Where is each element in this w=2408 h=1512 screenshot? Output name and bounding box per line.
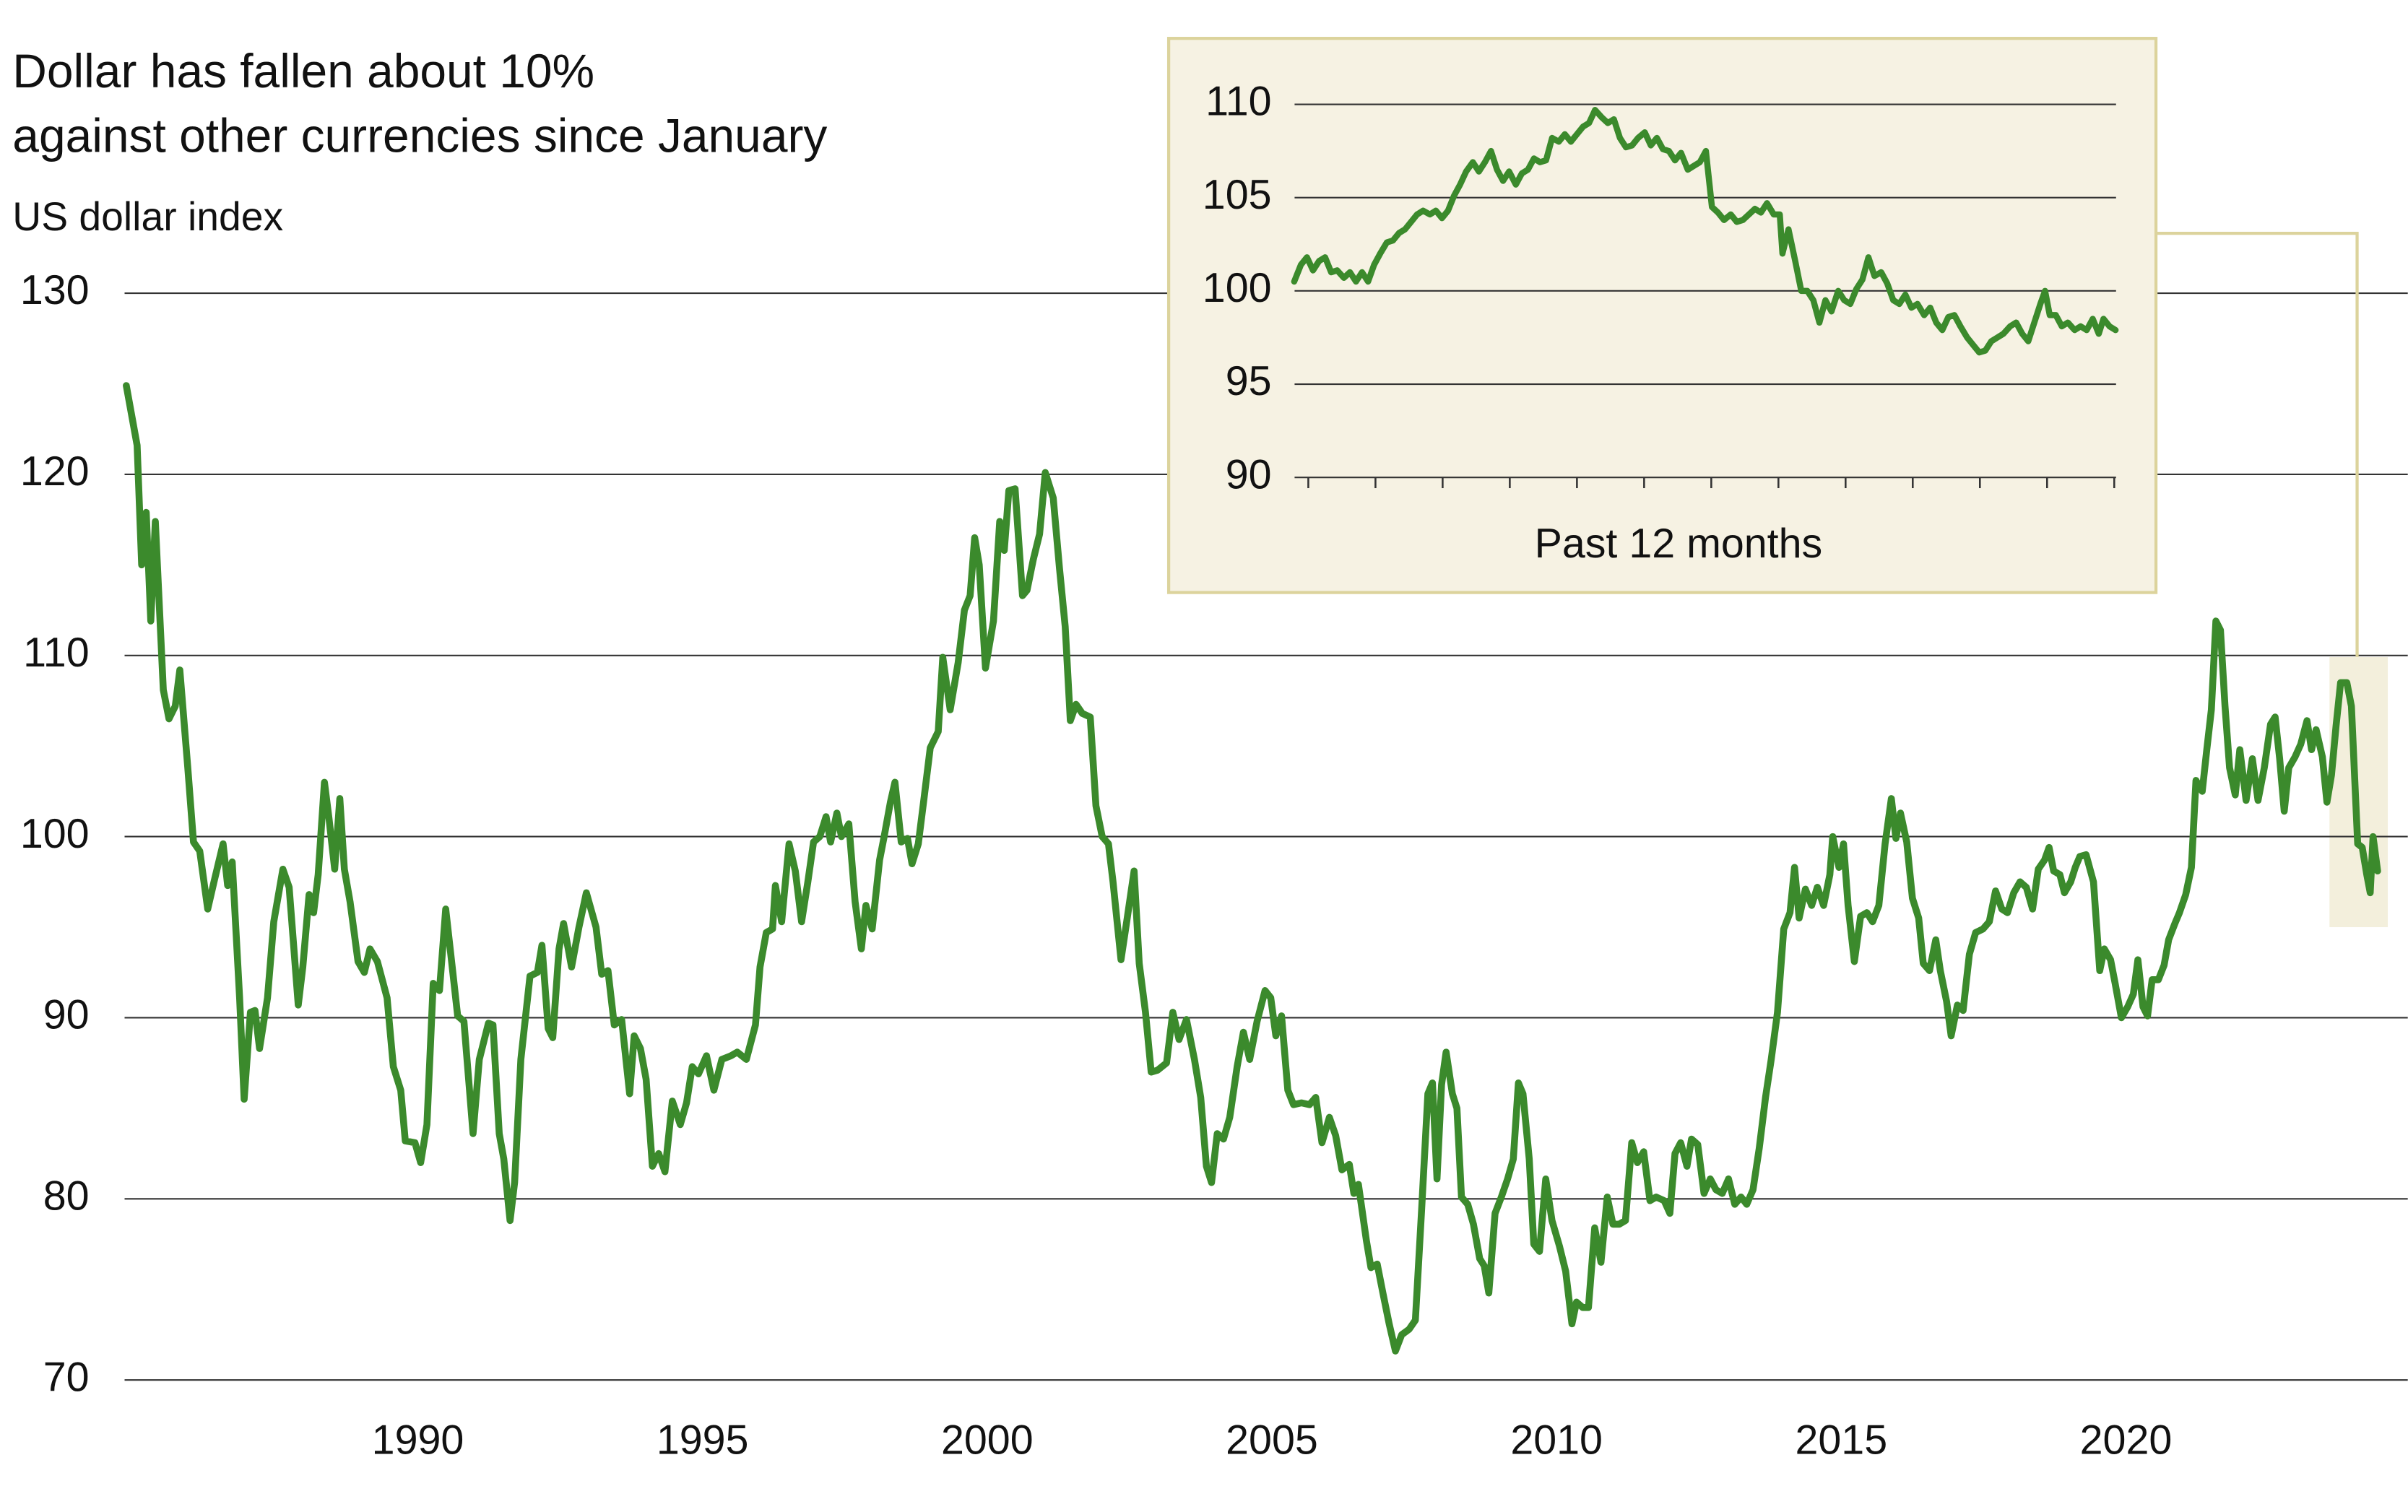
x-tick-label: 2000 [941, 1417, 1034, 1463]
y-tick-label: 90 [1226, 451, 1272, 498]
inset-x-axis-label: Past 12 months [1535, 521, 1823, 567]
x-tick-label: 2015 [1795, 1417, 1887, 1463]
x-tick-label: 2020 [2080, 1417, 2173, 1463]
y-tick-label: 80 [43, 1173, 90, 1219]
y-tick-label: 130 [20, 267, 90, 313]
inset-connector [2156, 232, 2359, 657]
y-tick-label: 95 [1226, 358, 1272, 404]
y-tick-label: 70 [43, 1354, 90, 1400]
y-axis-label: US dollar index [12, 194, 283, 239]
inset-plot: 90 95 100 105 110 [1203, 79, 2119, 498]
x-tick-label: 2010 [1510, 1417, 1603, 1463]
y-tick-label: 100 [20, 811, 90, 857]
y-tick-label: 100 [1203, 265, 1272, 311]
y-tick-label: 90 [43, 992, 90, 1038]
y-tick-label: 110 [1205, 79, 1271, 125]
y-tick-label: 120 [20, 448, 90, 495]
data-line [1291, 107, 2119, 356]
x-tick-label: 1990 [372, 1417, 464, 1463]
y-tick-label: 110 [23, 630, 89, 676]
x-tick-label: 2005 [1226, 1417, 1318, 1463]
chart-title: Dollar has fallen about 10% [12, 44, 594, 97]
chart-title: against other currencies since January [12, 108, 827, 162]
x-tick-label: 1995 [657, 1417, 749, 1463]
y-tick-label: 105 [1203, 172, 1272, 218]
data-line [123, 382, 2381, 1355]
inset-frame [1166, 37, 2158, 594]
